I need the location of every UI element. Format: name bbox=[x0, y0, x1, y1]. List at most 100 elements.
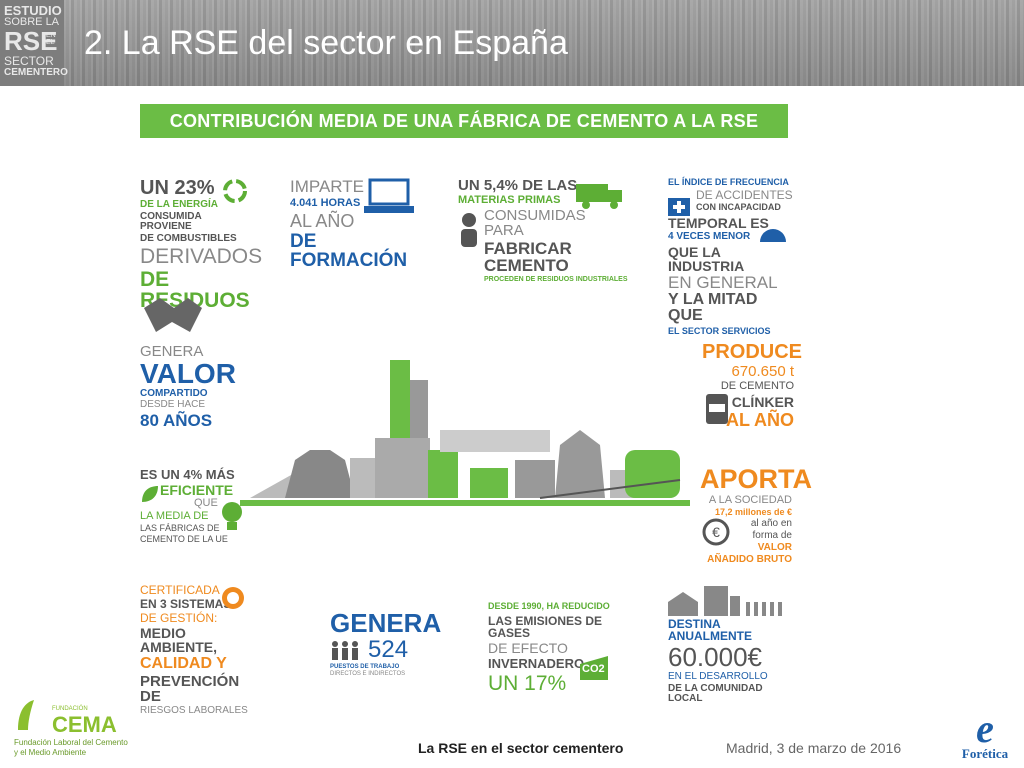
emissions-line: INVERNADERO bbox=[488, 656, 585, 671]
slide-header: ESTUDIO SOBRE LA RSE EN EL SECTOR CEMENT… bbox=[0, 0, 1024, 86]
efficient-line: EFICIENTE bbox=[160, 482, 234, 498]
first-aid-icon bbox=[668, 198, 690, 216]
truck-icon bbox=[576, 184, 622, 209]
contributes-line: 17,2 millones de € bbox=[714, 507, 792, 517]
accidents-line: CON INCAPACIDAD bbox=[696, 202, 781, 212]
contributes-block: APORTA A LA SOCIEDAD 17,2 millones de € … bbox=[700, 466, 812, 565]
jobs-line: 524 bbox=[368, 636, 409, 663]
jobs-line: DIRECTOS E INDIRECTOS bbox=[330, 671, 406, 677]
contributes-line: VALOR bbox=[757, 542, 792, 553]
contributes-line: forma de bbox=[752, 530, 792, 541]
materials-block: UN 5,4% DE LAS MATERIAS PRIMAS CONSUMIDA… bbox=[458, 178, 628, 283]
accidents-line: EN GENERAL bbox=[668, 273, 778, 292]
materials-line: CONSUMIDAS PARA bbox=[484, 207, 586, 239]
emissions-line: UN 17% bbox=[488, 672, 567, 695]
accidents-line: EL ÍNDICE DE FRECUENCIA bbox=[668, 177, 789, 187]
accidents-line: EL SECTOR SERVICIOS bbox=[668, 326, 771, 336]
accidents-line: 4 VECES MENOR bbox=[668, 231, 751, 242]
workers-icon bbox=[332, 641, 358, 660]
training-line: IMPARTE bbox=[290, 177, 364, 196]
cema-logo: FUNDACIÓN CEMA Fundación Laboral del Cem… bbox=[12, 700, 128, 762]
svg-text:€: € bbox=[712, 524, 720, 540]
emissions-line: LAS EMISIONES DE GASES bbox=[488, 614, 603, 640]
training-line: DE FORMACIÓN bbox=[290, 231, 408, 271]
handshake-icon bbox=[144, 298, 202, 332]
footer-title: La RSE en el sector cementero bbox=[418, 740, 624, 756]
value-block: GENERA VALOR COMPARTIDO DESDE HACE 80 AÑ… bbox=[140, 344, 236, 430]
efficient-line: LAS FÁBRICAS DE bbox=[140, 523, 220, 533]
community-line: EN EL DESARROLLO bbox=[668, 671, 768, 682]
produce-line: AL AÑO bbox=[725, 410, 794, 430]
accidents-line: QUE LA INDUSTRIA bbox=[668, 244, 745, 274]
cema-name: CEMA bbox=[52, 712, 117, 737]
efficient-line: LA MEDIA DE bbox=[140, 510, 209, 522]
accidents-line: TEMPORAL ES bbox=[668, 215, 769, 231]
materials-line: PROCEDEN DE RESIDUOS INDUSTRIALES bbox=[484, 276, 628, 283]
cema-subtitle: y el Medio Ambiente bbox=[14, 748, 87, 757]
training-line: 4.041 HORAS bbox=[290, 197, 361, 209]
emissions-line: DESDE 1990, HA REDUCIDO bbox=[488, 601, 610, 611]
cement-bag-icon bbox=[706, 394, 728, 424]
materials-line: MATERIAS PRIMAS bbox=[458, 194, 561, 206]
materials-line: UN 5,4% DE LAS bbox=[458, 177, 578, 194]
community-line: DE LA COMUNIDAD LOCAL bbox=[668, 683, 763, 704]
energy-line: DE LA ENERGÍA bbox=[140, 199, 218, 210]
emissions-block: DESDE 1990, HA REDUCIDO LAS EMISIONES DE… bbox=[488, 601, 618, 695]
cema-small-label: FUNDACIÓN bbox=[52, 706, 88, 712]
community-line: DESTINA ANUALMENTE bbox=[668, 617, 752, 643]
accidents-block: EL ÍNDICE DE FRECUENCIA DE ACCIDENTES CO… bbox=[668, 178, 793, 336]
energy-line: UN 23% bbox=[140, 177, 215, 199]
lightbulb-icon bbox=[222, 502, 242, 530]
logo-line: CEMENTERO bbox=[4, 67, 68, 78]
medal-icon bbox=[222, 587, 244, 609]
cement-plant-illustration bbox=[240, 360, 690, 506]
emissions-line: DE EFECTO bbox=[488, 640, 568, 656]
cema-subtitle: Fundación Laboral del Cemento bbox=[14, 738, 128, 747]
jobs-line: GENERA bbox=[330, 608, 442, 638]
worker-icon bbox=[461, 213, 477, 247]
foretica-letter: e bbox=[976, 706, 994, 751]
header-texture bbox=[0, 0, 1024, 86]
training-line: AL AÑO bbox=[290, 211, 355, 231]
materials-line: FABRICAR CEMENTO bbox=[484, 239, 572, 275]
euro-icon: € bbox=[702, 518, 730, 546]
value-line: 80 AÑOS bbox=[140, 411, 213, 430]
helmet-icon bbox=[760, 229, 786, 242]
value-line: COMPARTIDO bbox=[140, 388, 208, 399]
jobs-line: PUESTOS DE TRABAJO bbox=[330, 664, 400, 670]
produce-block: PRODUCE 670.650 t DE CEMENTO Y CLÍNKER A… bbox=[702, 342, 802, 430]
certified-line: PREVENCIÓN DE bbox=[140, 673, 240, 705]
study-logo: ESTUDIO SOBRE LA RSE EN EL SECTOR CEMENT… bbox=[0, 0, 68, 86]
community-line: 60.000€ bbox=[668, 642, 762, 672]
logo-line: RSE bbox=[4, 26, 58, 56]
accidents-line: Y LA MITAD QUE bbox=[668, 291, 758, 324]
efficient-line: QUE bbox=[194, 497, 218, 509]
certified-line: MEDIO AMBIENTE, bbox=[140, 625, 217, 655]
produce-line: 670.650 t bbox=[731, 363, 794, 380]
logo-line: EN EL bbox=[46, 32, 56, 46]
foretica-name: Forética bbox=[961, 746, 1009, 761]
community-icon bbox=[668, 586, 782, 616]
energy-line: CONSUMIDA PROVIENE bbox=[140, 211, 202, 232]
energy-line: DE COMBUSTIBLES bbox=[140, 233, 237, 244]
certified-line: CALIDAD Y bbox=[140, 655, 227, 672]
logo-line: SECTOR bbox=[4, 54, 54, 68]
value-line: DESDE HACE bbox=[140, 399, 206, 410]
cloud-shape bbox=[580, 656, 608, 680]
contributes-line: AÑADIDO BRUTO bbox=[707, 554, 792, 565]
co2-label: CO2 bbox=[582, 663, 605, 675]
footer-date: Madrid, 3 de marzo de 2016 bbox=[726, 740, 902, 756]
certified-line: EN 3 SISTEMAS bbox=[140, 597, 232, 611]
section-banner: CONTRIBUCIÓN MEDIA DE UNA FÁBRICA DE CEM… bbox=[140, 104, 788, 138]
energy-block: UN 23% DE LA ENERGÍA CONSUMIDA PROVIENE … bbox=[140, 177, 262, 311]
efficient-line: ES UN 4% MÁS bbox=[140, 467, 235, 482]
cema-leaf-icon bbox=[18, 700, 34, 730]
contributes-line: al año en bbox=[750, 518, 792, 529]
produce-line: DE CEMENTO bbox=[720, 380, 794, 392]
logo-line: ESTUDIO bbox=[4, 3, 62, 18]
community-block: DESTINA ANUALMENTE 60.000€ EN EL DESARRO… bbox=[668, 618, 793, 704]
training-block: IMPARTE 4.041 HORAS AL AÑO DE FORMACIÓN bbox=[290, 178, 420, 270]
page-title: 2. La RSE del sector en España bbox=[84, 24, 568, 62]
efficient-block: ES UN 4% MÁS EFICIENTE QUE LA MEDIA DE L… bbox=[140, 468, 250, 544]
accidents-line: DE ACCIDENTES bbox=[696, 188, 793, 202]
